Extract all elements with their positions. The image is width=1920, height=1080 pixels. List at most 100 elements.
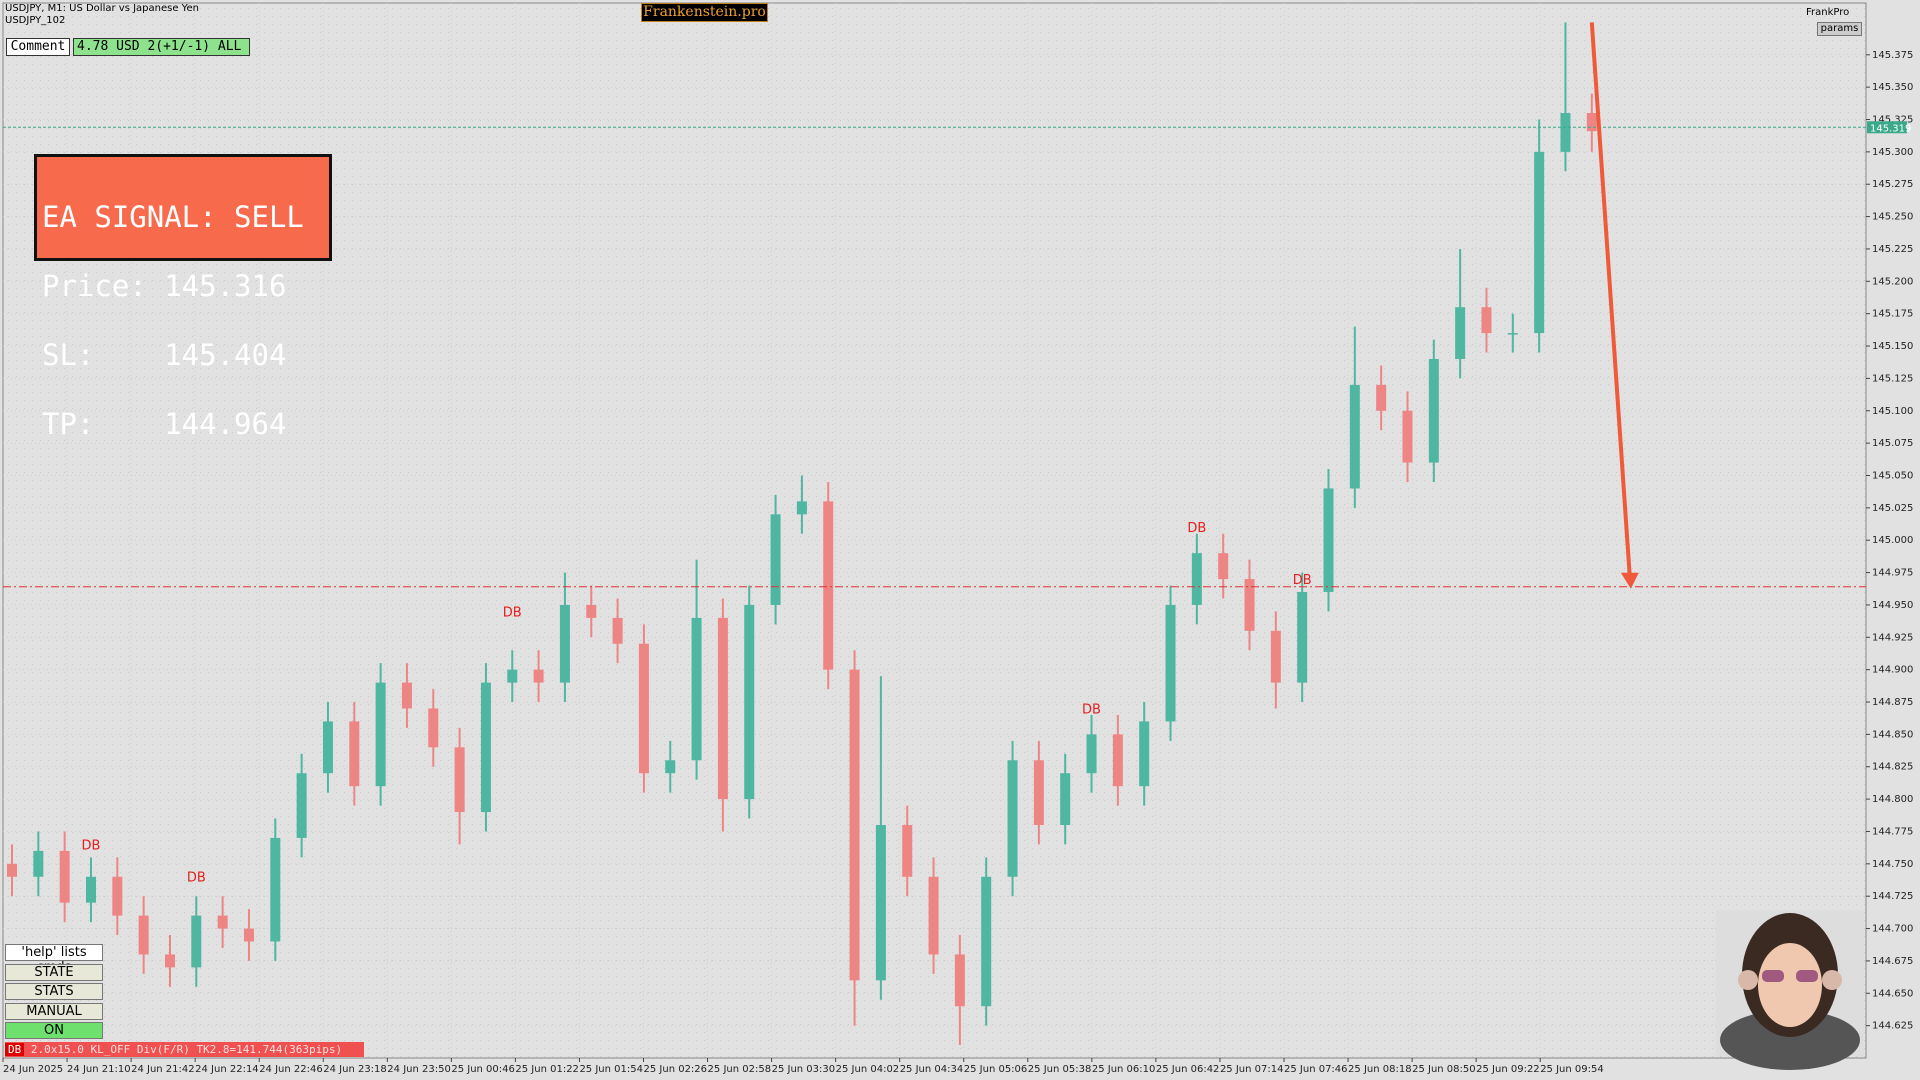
manual-button[interactable]: MANUAL <box>5 1003 103 1020</box>
y-tick-label: 144.775 <box>1872 826 1913 837</box>
signal-arrow <box>1589 22 1632 577</box>
signal-line: TP: 144.964 <box>42 407 287 441</box>
state-button[interactable]: STATE <box>5 964 103 981</box>
candle-body <box>691 617 702 761</box>
candle-body <box>1507 333 1518 335</box>
candle-body <box>1244 579 1255 631</box>
y-tick-label: 145.300 <box>1872 147 1913 158</box>
account-line: USDJPY_102 <box>5 15 66 26</box>
db-annotation: DB <box>1293 573 1312 588</box>
params-button[interactable]: params <box>1817 22 1862 36</box>
candle-body <box>480 682 491 813</box>
x-tick-label: 24 Jun 21:42 <box>131 1064 195 1075</box>
candle-body <box>507 669 518 683</box>
candle-body <box>1481 307 1492 334</box>
candle-body <box>138 915 149 955</box>
db-annotation: DB <box>1082 702 1101 717</box>
x-tick-label: 25 Jun 01:22 <box>515 1064 579 1075</box>
x-tick-label: 24 Jun 22:14 <box>195 1064 259 1075</box>
db-annotation: DB <box>187 871 206 886</box>
candle-body <box>612 617 623 644</box>
status-text: 2.0x15.0 KL_OFF Div(F/R) TK2.8=141.744(3… <box>30 1043 343 1056</box>
y-tick-label: 144.900 <box>1872 665 1913 676</box>
candle-body <box>1033 760 1044 825</box>
x-tick-label: 25 Jun 07:14 <box>1220 1064 1284 1075</box>
db-annotation: DB <box>82 838 101 853</box>
x-tick-label: 24 Jun 22:46 <box>259 1064 323 1075</box>
candle-body <box>1165 604 1176 722</box>
candle-body <box>164 954 175 968</box>
candle-body <box>454 747 465 813</box>
candle-body <box>849 669 860 981</box>
x-tick-label: 25 Jun 02:26 <box>644 1064 708 1075</box>
candle-body <box>296 773 307 838</box>
candle-body <box>1428 358 1439 463</box>
y-tick-label: 145.025 <box>1872 503 1913 514</box>
candle-body <box>1534 151 1545 334</box>
x-tick-label: 25 Jun 04:34 <box>900 1064 964 1075</box>
candle-body <box>954 954 965 1007</box>
y-tick-label: 145.100 <box>1872 406 1913 417</box>
candle-body <box>112 876 123 916</box>
candle-body <box>33 850 44 877</box>
candle-body <box>1586 113 1597 132</box>
candle-body <box>1060 773 1071 825</box>
candle-body <box>981 876 992 1007</box>
candle-body <box>823 501 834 670</box>
signal-line: Price: 145.316 <box>42 269 287 303</box>
bid-label-bg <box>1867 121 1907 134</box>
x-tick-label: 25 Jun 05:06 <box>964 1064 1028 1075</box>
signal-box: EA SIGNAL: SELL Price: 145.316 SL: 145.4… <box>34 154 332 439</box>
stats-button[interactable]: STATS <box>5 983 103 1000</box>
candle-body <box>559 604 570 683</box>
candle-body <box>1376 384 1387 411</box>
candle-body <box>1139 721 1150 787</box>
candle-body <box>1560 113 1571 152</box>
y-tick-label: 144.800 <box>1872 794 1913 805</box>
db-annotation: DB <box>503 605 522 620</box>
y-tick-label: 145.350 <box>1872 82 1913 93</box>
brand: Frankenstein.pro <box>641 3 768 22</box>
signal-arrowhead <box>1620 572 1639 589</box>
candle-body <box>665 760 676 774</box>
x-tick-label: 25 Jun 03:30 <box>772 1064 836 1075</box>
candle-body <box>717 617 728 800</box>
x-tick-label: 25 Jun 08:50 <box>1412 1064 1476 1075</box>
y-tick-label: 145.225 <box>1872 244 1913 255</box>
candle-body <box>796 501 807 515</box>
comment-text: 4.78 USD 2(+1/-1) ALL <box>73 38 250 56</box>
y-tick-label: 145.000 <box>1872 535 1913 546</box>
candle-body <box>59 850 70 903</box>
candle-body <box>270 837 281 942</box>
y-tick-label: 144.850 <box>1872 729 1913 740</box>
candle-body <box>1191 553 1202 605</box>
help-button[interactable]: 'help' lists cmds <box>5 944 103 975</box>
candle-body <box>243 928 254 942</box>
candle-body <box>744 604 755 800</box>
y-tick-label: 145.200 <box>1872 276 1913 287</box>
y-tick-label: 144.650 <box>1872 988 1913 999</box>
candle-body <box>1007 760 1018 877</box>
on-button[interactable]: ON <box>5 1022 103 1039</box>
candle-body <box>638 643 649 774</box>
candle-body <box>349 721 360 787</box>
comment-label: Comment <box>6 38 70 56</box>
y-tick-label: 144.925 <box>1872 632 1913 643</box>
signal-line: EA SIGNAL: SELL <box>42 200 304 234</box>
candle-body <box>1297 591 1308 683</box>
y-tick-label: 144.725 <box>1872 891 1913 902</box>
status-bar: DB 2.0x15.0 KL_OFF Div(F/R) TK2.8=141.74… <box>5 1042 364 1057</box>
y-tick-label: 145.125 <box>1872 373 1913 384</box>
x-tick-label: 25 Jun 05:38 <box>1028 1064 1092 1075</box>
y-tick-label: 145.075 <box>1872 438 1913 449</box>
candle-body <box>586 604 597 618</box>
candle-body <box>1402 410 1413 463</box>
candle-body <box>1455 307 1466 359</box>
x-tick-label: 25 Jun 08:18 <box>1348 1064 1412 1075</box>
x-tick-label: 25 Jun 06:10 <box>1092 1064 1156 1075</box>
candle-body <box>322 721 333 774</box>
bid-label: 145.319 <box>1870 123 1911 134</box>
y-tick-label: 145.275 <box>1872 179 1913 190</box>
x-tick-label: 25 Jun 02:58 <box>708 1064 772 1075</box>
candle-body <box>428 708 439 748</box>
